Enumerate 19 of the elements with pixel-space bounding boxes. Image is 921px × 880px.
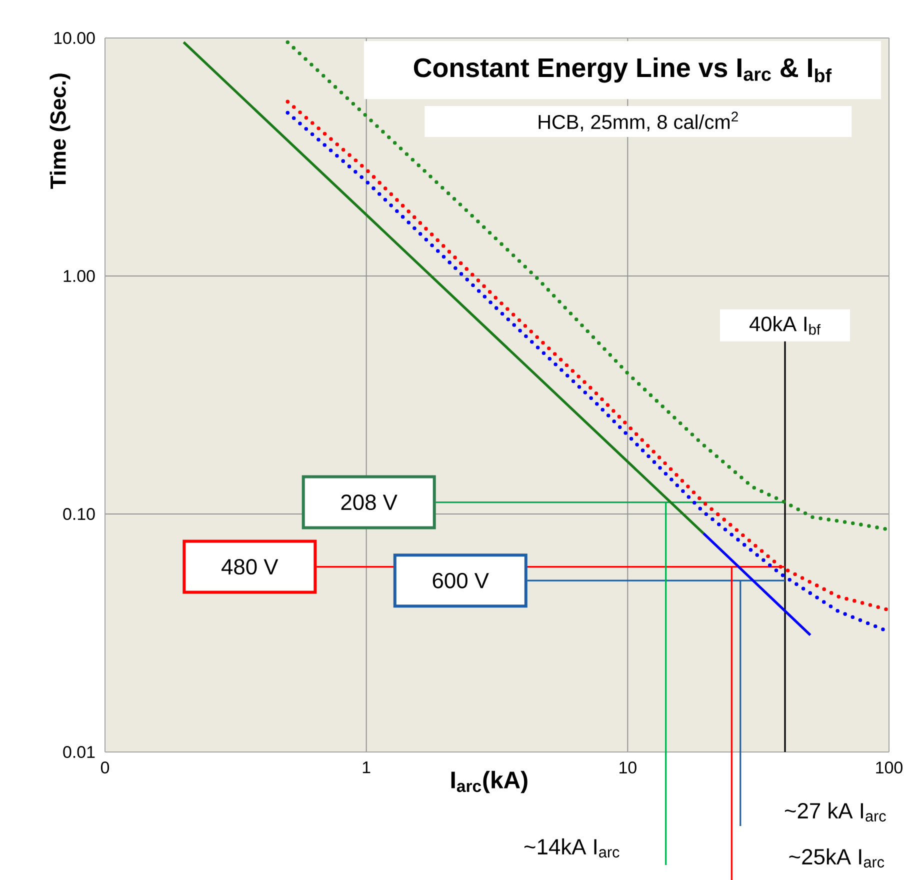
x-tick-label: 1 — [362, 762, 370, 774]
ref-line-label: 40kA I$_{bf}$ — [749, 316, 821, 335]
x-axis-title: I$_{arc}$(kA) — [451, 770, 528, 794]
ref-line-label: ~25kA I$_{arc}$ — [789, 848, 884, 868]
text: Constant Energy Line vs I$_{arc}$ & I$_{bf}$ — [414, 58, 832, 83]
text: HCB, 25mm, 8 cal/cm$^{2}$ — [538, 112, 738, 132]
x-tick-label: 10 — [620, 762, 636, 774]
ref-line-label: ~14kA I$_{arc}$ — [524, 838, 620, 858]
ref-line-label: 208 V — [341, 494, 398, 510]
y-tick-label: 1.00 — [64, 270, 95, 282]
x-tick-label: 100 — [876, 762, 902, 774]
ref-line-label: ~27 kA I$_{arc}$ — [784, 802, 886, 822]
y-tick-label: 0.10 — [63, 508, 95, 520]
ref-line-label: 600 V — [432, 572, 489, 588]
ref-line-label: 480 V — [222, 559, 278, 575]
y-tick-label: 0.01 — [63, 746, 95, 758]
y-axis-title: Time (Sec.) — [50, 74, 70, 189]
y-tick-label: 10.00 — [54, 32, 95, 44]
x-tick-label: 0 — [100, 762, 110, 774]
